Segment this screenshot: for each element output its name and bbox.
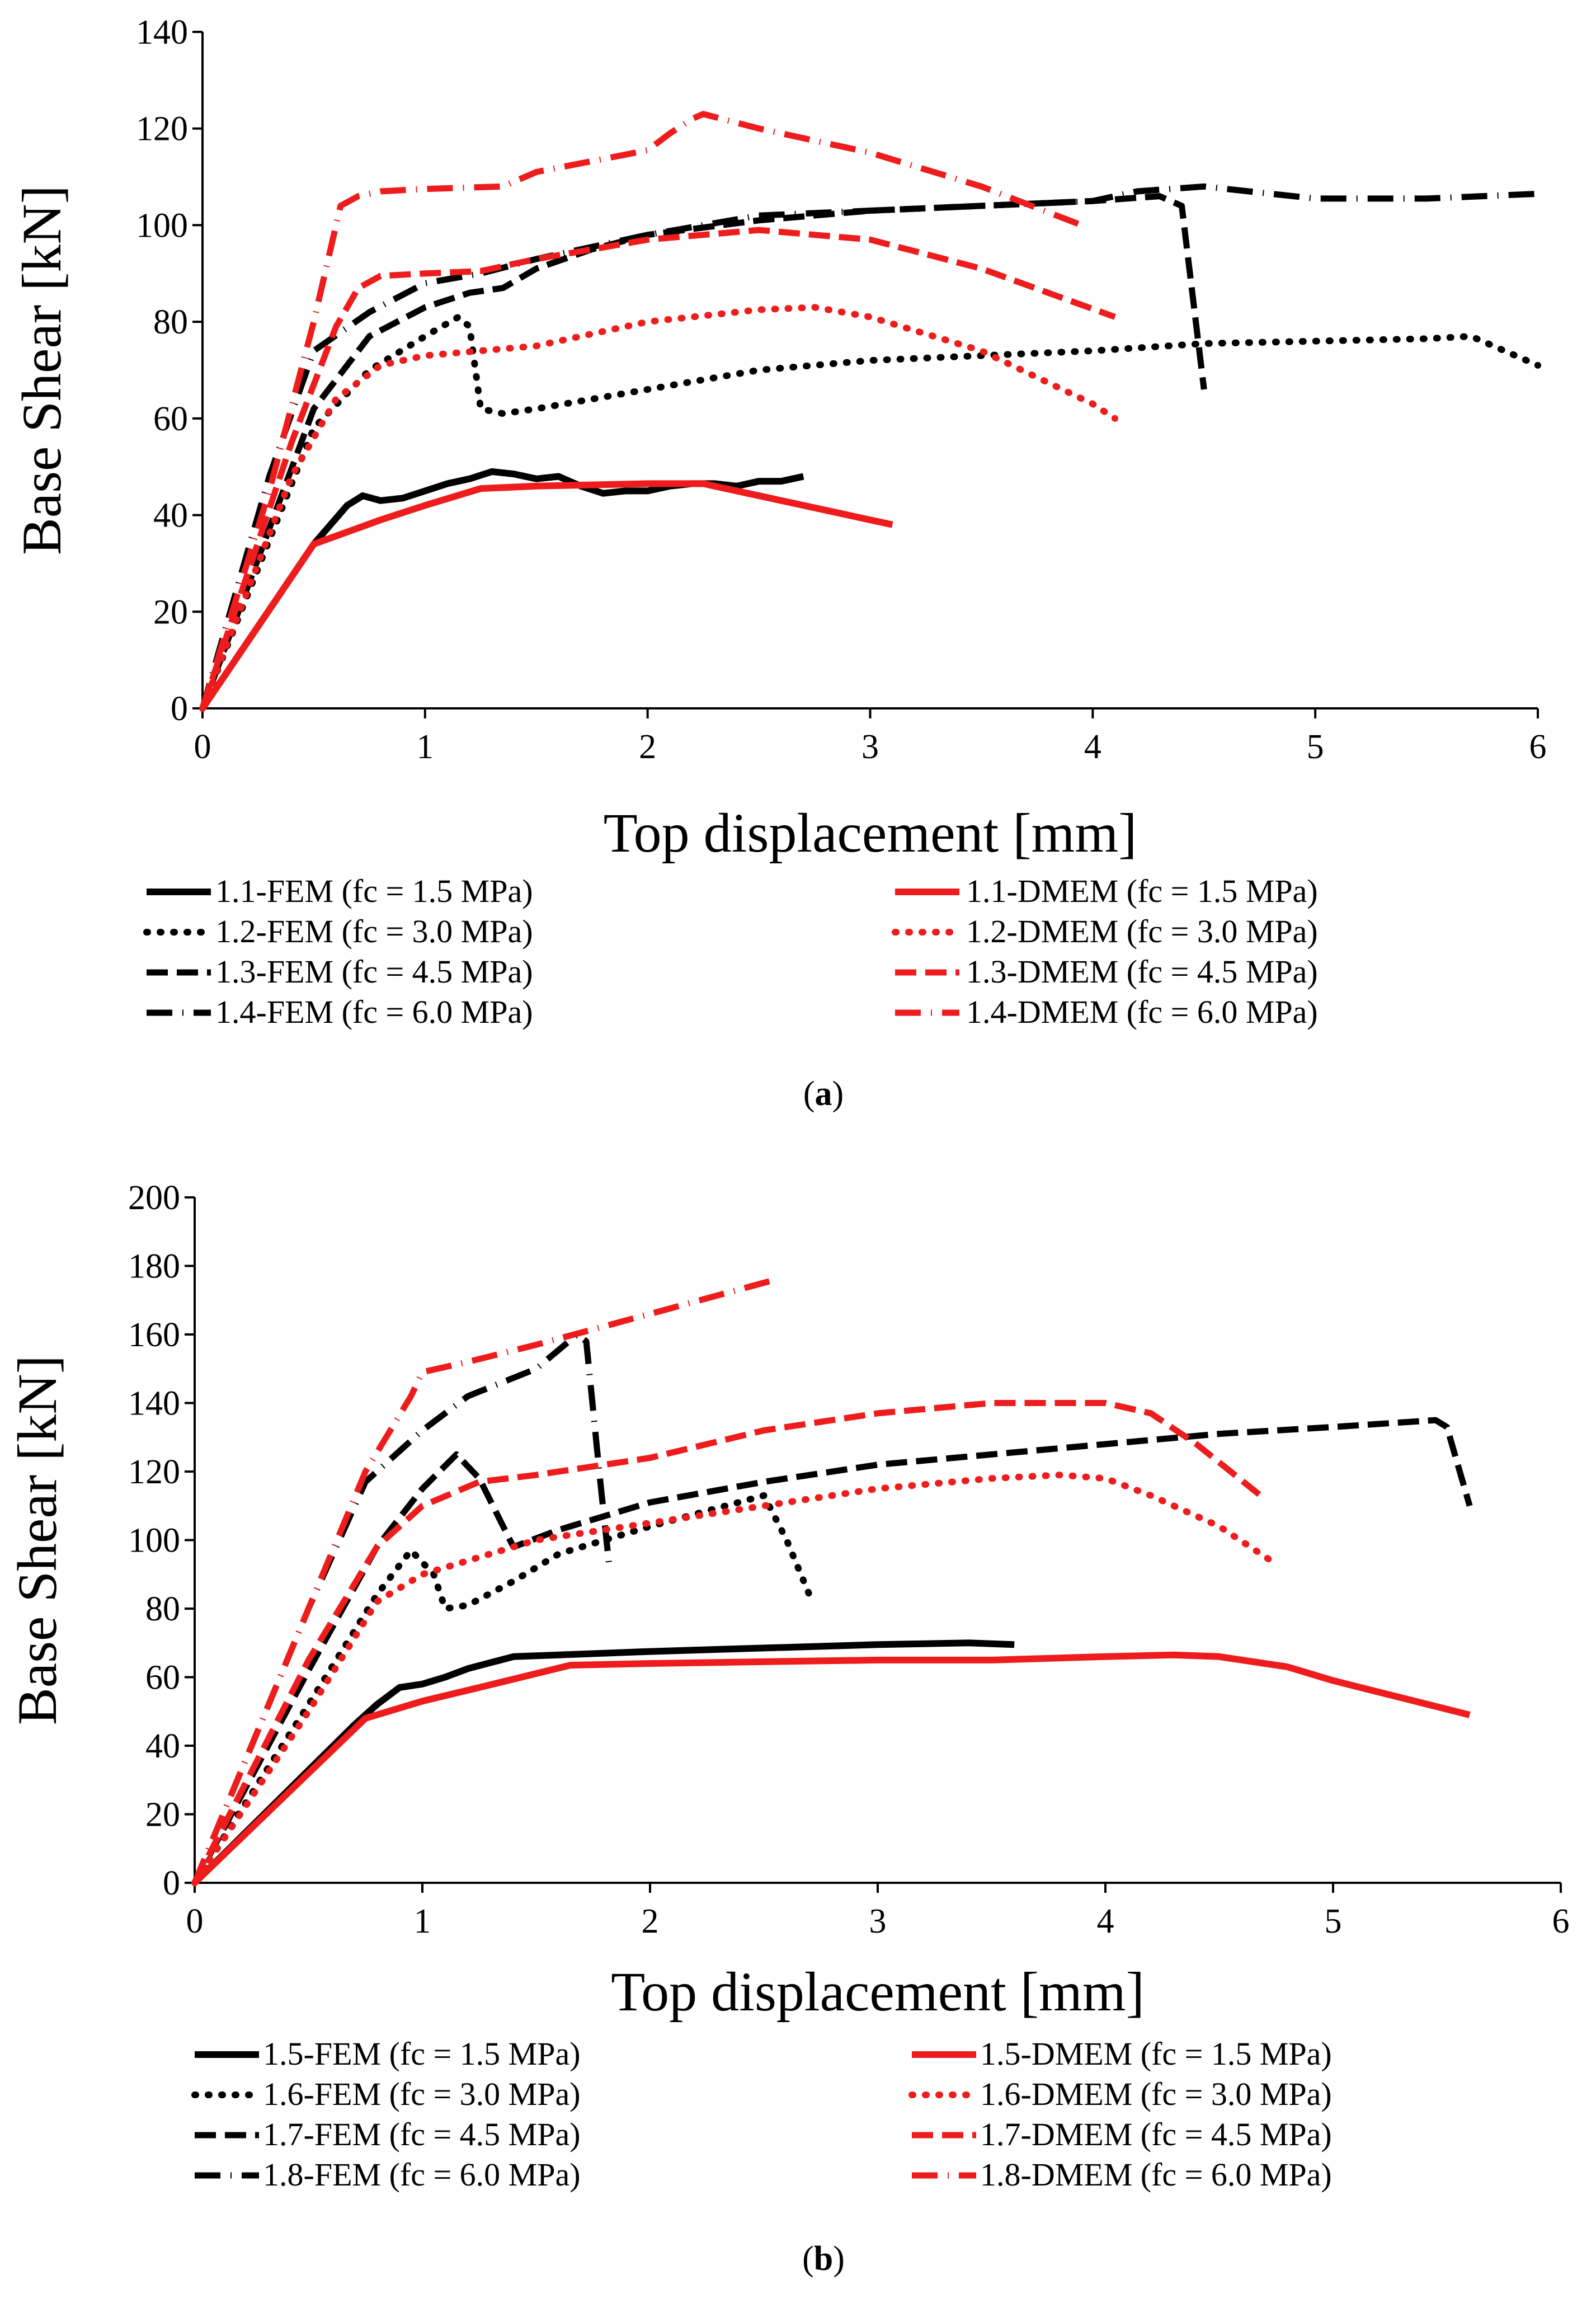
y-tick-label: 20 [145, 1796, 180, 1834]
y-tick-label: 140 [128, 1385, 180, 1423]
y-tick-label: 100 [128, 1522, 180, 1560]
legend-label: 1.5-FEM (fc = 1.5 MPa) [263, 2036, 581, 2072]
x-tick-label: 3 [861, 728, 879, 766]
legend-label: 1.6-FEM (fc = 3.0 MPa) [263, 2076, 581, 2112]
legend-label: 1.3-DMEM (fc = 4.5 MPa) [966, 953, 1318, 990]
y-tick-label: 0 [163, 1864, 180, 1902]
x-tick-label: 5 [1325, 1902, 1342, 1940]
x-tick-label: 1 [414, 1902, 431, 1940]
x-tick-label: 0 [194, 728, 211, 766]
series-line [199, 183, 1538, 709]
x-tick-label: 4 [1097, 1902, 1114, 1940]
series-line [199, 227, 1116, 709]
legend: 1.5-FEM (fc = 1.5 MPa) 1.6-FEM (fc = 3.0 … [191, 2036, 1332, 2193]
x-tick-label: 0 [186, 1902, 204, 1940]
series-line [200, 480, 893, 711]
legend-label: 1.1-DMEM (fc = 1.5 MPa) [966, 873, 1318, 909]
x-tick-label: 6 [1552, 1902, 1570, 1940]
y-tick-label: 200 [128, 1179, 180, 1217]
legend-label: 1.1-FEM (fc = 1.5 MPa) [215, 873, 533, 909]
series-line [192, 1417, 1473, 1884]
x-axis-label: Top displacement [mm] [604, 802, 1137, 864]
x-tick-label: 2 [642, 1902, 659, 1940]
y-tick-label: 100 [136, 206, 188, 245]
y-tick-label: 40 [153, 497, 188, 535]
legend-label: 1.3-FEM (fc = 4.5 MPa) [215, 953, 533, 990]
y-tick-label: 160 [128, 1316, 180, 1354]
y-tick-label: 80 [145, 1590, 180, 1628]
x-tick-label: 2 [639, 728, 656, 766]
y-axis-label: Base Shear [kN] [11, 185, 73, 555]
series-line [191, 1276, 776, 1884]
legend-label: 1.2-FEM (fc = 3.0 MPa) [215, 913, 533, 950]
series-line [199, 313, 1541, 712]
y-tick-label: 20 [153, 593, 188, 631]
series-line [199, 111, 1083, 709]
series-line [199, 304, 1119, 712]
x-tick-label: 1 [416, 728, 434, 766]
x-tick-label: 3 [869, 1902, 887, 1940]
x-axis-label: Top displacement [mm] [611, 1961, 1145, 2023]
legend-label: 1.2-DMEM (fc = 3.0 MPa) [966, 913, 1318, 950]
panel-caption: (a) [803, 1075, 844, 1113]
legend-label: 1.4-FEM (fc = 6.0 MPa) [215, 994, 533, 1030]
legend-label: 1.6-DMEM (fc = 3.0 MPa) [980, 2076, 1332, 2112]
y-tick-label: 60 [153, 400, 188, 438]
x-tick-label: 6 [1529, 728, 1547, 766]
series-line [199, 193, 1207, 709]
y-tick-label: 40 [145, 1727, 180, 1765]
series-line [200, 468, 804, 711]
legend-label: 1.8-DMEM (fc = 6.0 MPa) [980, 2156, 1332, 2193]
y-tick-label: 140 [136, 13, 188, 51]
legend: 1.1-FEM (fc = 1.5 MPa) 1.2-FEM (fc = 3.0 … [143, 873, 1318, 1030]
y-tick-label: 0 [171, 690, 188, 728]
series-line [191, 1472, 1280, 1886]
panel-caption: (b) [802, 2240, 845, 2278]
y-tick-label: 60 [145, 1659, 180, 1697]
y-tick-label: 120 [128, 1453, 180, 1491]
series-line [191, 1492, 813, 1886]
y-tick-label: 80 [153, 303, 188, 341]
legend-label: 1.4-DMEM (fc = 6.0 MPa) [966, 994, 1318, 1030]
legend-label: 1.7-DMEM (fc = 4.5 MPa) [980, 2116, 1332, 2152]
y-axis-label: Base Shear [kN] [6, 1355, 68, 1725]
legend-label: 1.8-FEM (fc = 6.0 MPa) [263, 2156, 581, 2193]
y-tick-label: 120 [136, 110, 188, 148]
series-line [191, 1331, 613, 1884]
series-line [192, 1639, 1015, 1886]
series-line [192, 1400, 1267, 1884]
legend-label: 1.7-FEM (fc = 4.5 MPa) [263, 2116, 581, 2152]
x-tick-label: 5 [1307, 728, 1324, 766]
series-line [192, 1651, 1471, 1886]
x-tick-label: 4 [1084, 728, 1101, 766]
y-tick-label: 180 [128, 1248, 180, 1286]
legend-label: 1.5-DMEM (fc = 1.5 MPa) [980, 2036, 1332, 2072]
